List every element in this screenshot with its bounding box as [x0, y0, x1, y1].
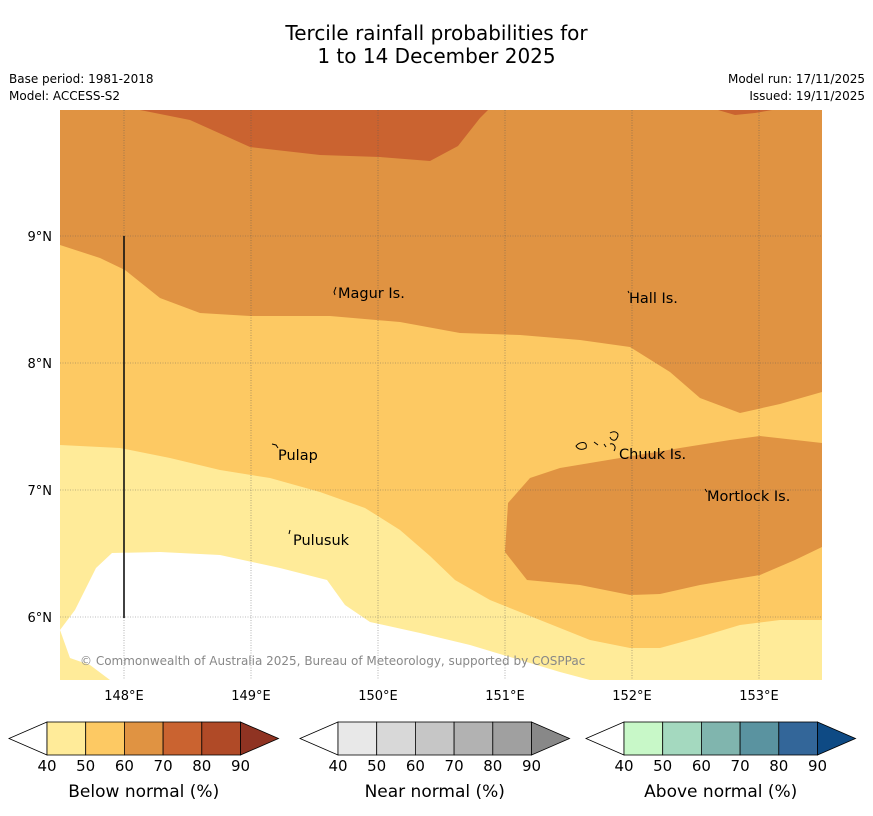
island-chuuk-d	[609, 431, 619, 441]
place-label-pulusuk: Pulusuk	[293, 533, 350, 549]
lon-label-151e: 151°E	[485, 689, 525, 704]
legend-above: 40 50 60 70 80 90 Above normal (%)	[584, 721, 857, 802]
copyright-text: © Commonwealth of Australia 2025, Bureau…	[80, 654, 585, 668]
title-line-1: Tercile rainfall probabilities for	[285, 21, 588, 45]
legend-near-label: Near normal (%)	[365, 782, 505, 802]
lat-label-6n: 6°N	[28, 611, 53, 626]
legend-below-tick-2: 60	[115, 757, 134, 775]
legend-above-swatch-2	[701, 721, 741, 756]
island-chuuk-b	[593, 441, 599, 446]
island-chuuk-a	[575, 442, 587, 450]
island-mortlock	[704, 488, 708, 493]
legend-below-tick-3: 70	[154, 757, 173, 775]
legend-below-swatch-3	[162, 721, 203, 756]
legend-near-swatch-1	[376, 721, 416, 756]
issued-date: Issued: 19/11/2025	[749, 89, 865, 103]
legend-near-swatch-2	[414, 721, 455, 756]
lat-label-8n: 8°N	[28, 357, 53, 372]
legend-below-swatch-1	[85, 721, 125, 756]
place-label-magur: Magur Is.	[338, 286, 405, 302]
island-chuuk-c	[603, 443, 607, 448]
place-label-chuuk: Chuuk Is.	[619, 447, 686, 463]
legend-near-tick-4: 80	[483, 757, 502, 775]
island-magur	[333, 286, 337, 296]
zone-below-40	[60, 552, 590, 680]
legend-above-high-extend	[817, 721, 857, 756]
zone-70-80-north	[140, 110, 488, 161]
lat-label-7n: 7°N	[28, 484, 53, 499]
legend-near: 40 50 60 70 80 90 Near normal (%)	[298, 721, 571, 802]
zone-60-70-southeast	[505, 436, 822, 595]
legend-near-swatch-0	[337, 721, 378, 756]
legend-above-tick-5: 90	[808, 757, 827, 775]
lon-label-153e: 153°E	[739, 689, 779, 704]
lon-label-150e: 150°E	[358, 689, 398, 704]
legend-near-tick-1: 50	[367, 757, 386, 775]
model-name: Model: ACCESS-S2	[9, 89, 121, 103]
legend-above-tick-0: 40	[614, 757, 633, 775]
legend-above-swatch-1	[662, 721, 702, 756]
island-chuuk-e	[609, 443, 616, 452]
legend-above-swatch-4	[778, 721, 818, 756]
legend-near-swatch-4	[492, 721, 532, 756]
legend-below-high-extend	[240, 721, 280, 756]
place-label-mortlock: Mortlock Is.	[707, 489, 790, 505]
legend-near-swatch-3	[453, 721, 494, 756]
legend-above-swatch-3	[739, 721, 780, 756]
legend-above-tick-2: 60	[692, 757, 711, 775]
lon-label-152e: 152°E	[612, 689, 652, 704]
meta-left: Base period: 1981-2018 Model: ACCESS-S2	[9, 71, 154, 105]
legend-near-tick-5: 90	[522, 757, 541, 775]
legend-below-swatch-4	[201, 721, 241, 756]
legend-below-swatch-0	[46, 721, 87, 756]
longitude-labels: 148°E 149°E 150°E 151°E 152°E 153°E	[104, 689, 779, 704]
legend-near-low-extend	[298, 721, 339, 756]
legend-below-swatch-2	[124, 721, 164, 756]
legend-above-label: Above normal (%)	[644, 782, 797, 802]
zone-70-80-northeast	[718, 110, 772, 115]
legend-above-tick-1: 50	[653, 757, 672, 775]
island-hall	[627, 290, 630, 294]
legend-near-tick-0: 40	[328, 757, 347, 775]
map-area: Magur Is. Hall Is. Pulap Chuuk Is. Mortl…	[60, 110, 822, 680]
island-pulusuk	[288, 529, 291, 535]
page-title: Tercile rainfall probabilities for 1 to …	[0, 22, 873, 68]
legends: 40 50 60 70 80 90 Below normal (%) 40 50 60 70 80 90…	[7, 721, 857, 802]
legend-below-label: Below normal (%)	[68, 782, 219, 802]
model-run: Model run: 17/11/2025	[727, 72, 865, 86]
island-pulap	[271, 443, 279, 449]
place-label-pulap: Pulap	[278, 448, 318, 464]
legend-above-low-extend	[584, 721, 625, 756]
legend-above-tick-3: 70	[731, 757, 750, 775]
lon-label-148e: 148°E	[104, 689, 144, 704]
legend-below: 40 50 60 70 80 90 Below normal (%)	[7, 721, 280, 802]
legend-near-high-extend	[531, 721, 571, 756]
legend-above-tick-4: 80	[769, 757, 788, 775]
title-line-2: 1 to 14 December 2025	[317, 44, 556, 68]
lat-label-9n: 9°N	[28, 230, 53, 245]
legend-below-low-extend	[7, 721, 48, 756]
place-label-hall: Hall Is.	[629, 291, 678, 307]
legend-near-tick-2: 60	[406, 757, 425, 775]
place-labels: Magur Is. Hall Is. Pulap Chuuk Is. Mortl…	[278, 286, 790, 549]
base-period: Base period: 1981-2018	[9, 72, 154, 86]
lon-label-149e: 149°E	[231, 689, 271, 704]
legend-below-tick-0: 40	[37, 757, 56, 775]
legend-above-swatch-0	[623, 721, 664, 756]
island-outlines	[271, 286, 708, 535]
legend-near-tick-3: 70	[445, 757, 464, 775]
legend-below-tick-1: 50	[76, 757, 95, 775]
legend-below-tick-5: 90	[231, 757, 250, 775]
meta-right: Model run: 17/11/2025 Issued: 19/11/2025	[728, 71, 865, 105]
latitude-labels: 9°N 8°N 7°N 6°N	[28, 230, 53, 626]
legend-below-tick-4: 80	[192, 757, 211, 775]
